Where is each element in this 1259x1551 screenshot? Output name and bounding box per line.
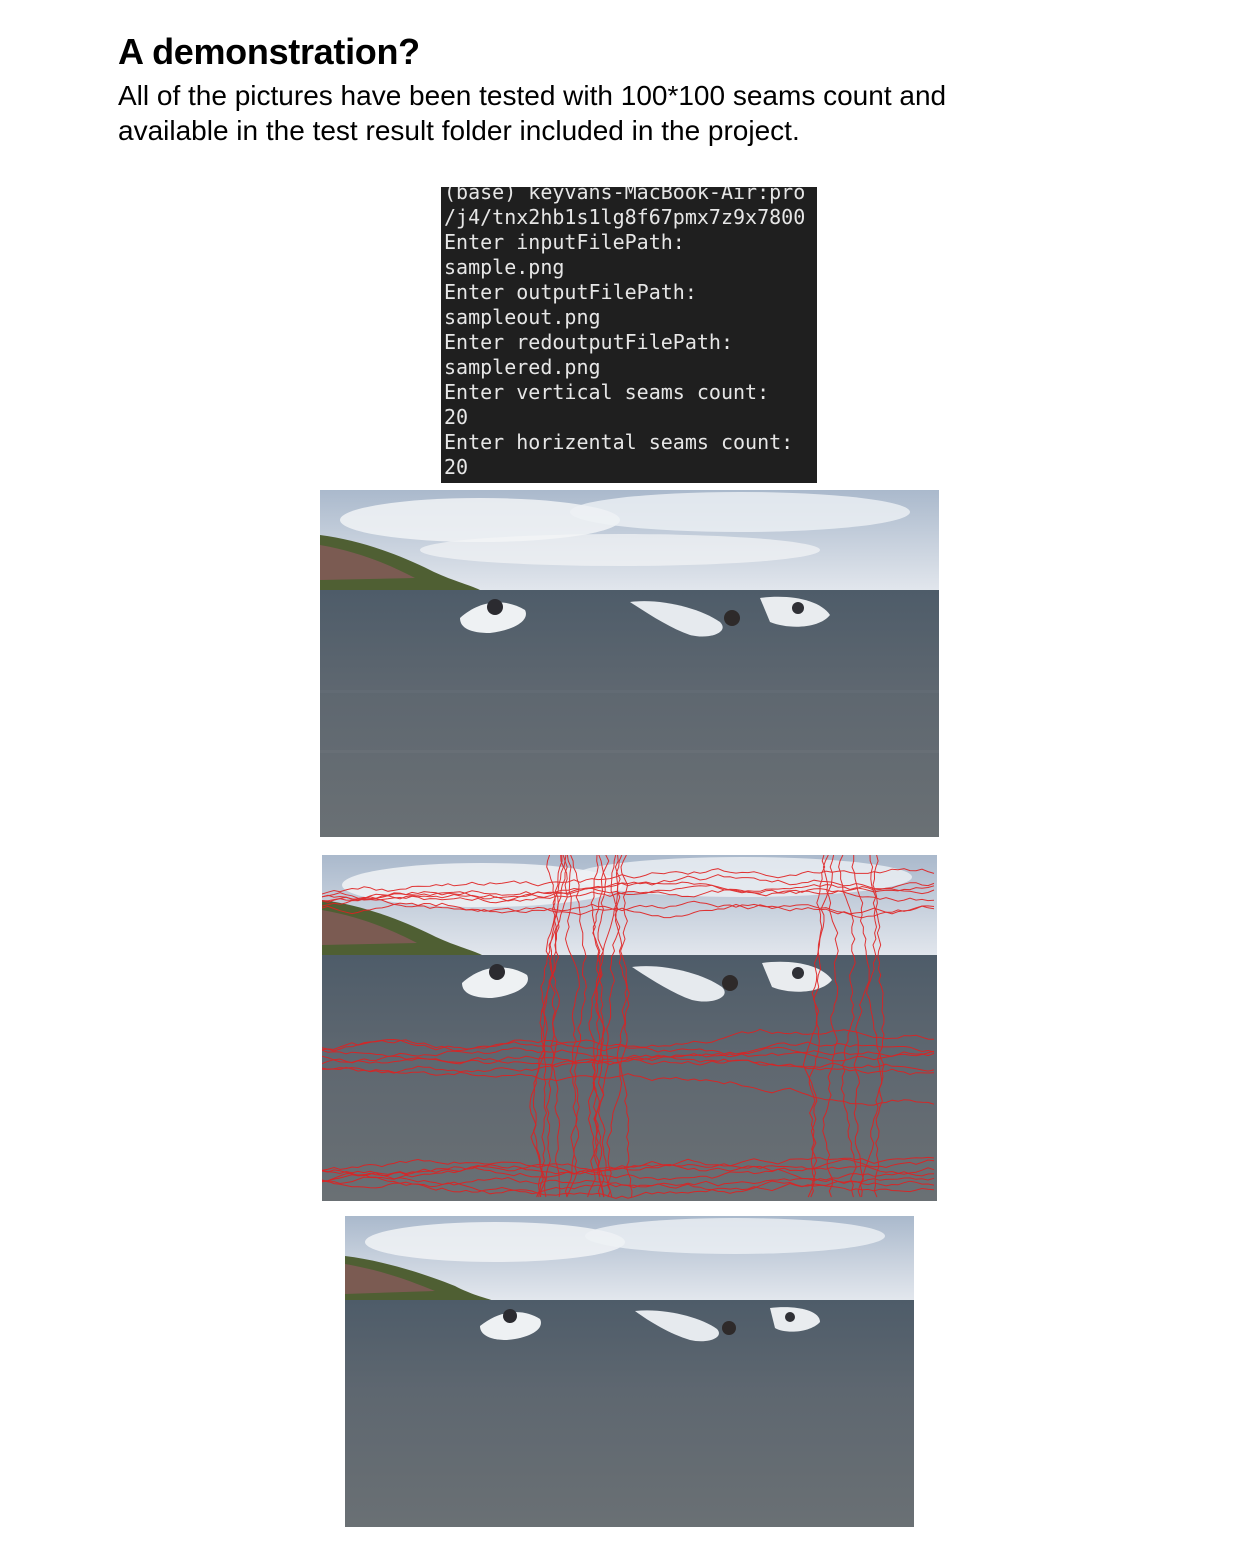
- vertical-seam: [802, 855, 835, 1198]
- horizontal-seam: [322, 1158, 935, 1183]
- terminal-line: samplered.png: [444, 355, 601, 379]
- horizontal-seam: [322, 900, 935, 919]
- horizontal-seam: [322, 1156, 935, 1171]
- vertical-seam: [857, 855, 885, 1198]
- vertical-seam: [865, 855, 885, 1198]
- vertical-seam: [564, 855, 580, 1198]
- seam-lines: [322, 855, 935, 1199]
- horizontal-seam: [322, 884, 935, 902]
- sample-output-image: [345, 1216, 914, 1527]
- page-heading: A demonstration?: [118, 31, 420, 72]
- terminal-line: /j4/tnx2hb1s1lg8f67pmx7z9x7800: [444, 205, 806, 229]
- terminal-line: 20: [444, 455, 469, 479]
- terminal-line: sample.png: [444, 255, 565, 279]
- vertical-seam: [587, 855, 621, 1198]
- terminal-line: sampleout.png: [444, 305, 601, 329]
- vertical-seam: [822, 855, 839, 1198]
- horizontal-seam: [322, 1028, 935, 1052]
- horizontal-seam: [322, 1038, 935, 1055]
- terminal-screenshot: (base) keyvans-MacBook-Air:pro /j4/tnx2h…: [441, 187, 817, 483]
- horizontal-seam: [322, 1169, 935, 1194]
- terminal-line: Enter outputFilePath:: [444, 280, 697, 304]
- horizontal-seam: [322, 874, 935, 899]
- terminal-line: Enter inputFilePath:: [444, 230, 685, 254]
- terminal-line: Enter horizental seams count:: [444, 430, 794, 454]
- horizontal-seam: [322, 1066, 935, 1106]
- intro-paragraph: All of the pictures have been tested wit…: [118, 78, 1098, 148]
- vertical-seam: [594, 855, 621, 1198]
- horizontal-seam: [322, 1158, 935, 1185]
- intro-line-2: available in the test result folder incl…: [118, 115, 800, 146]
- vertical-seam: [606, 855, 629, 1198]
- horizontal-seam: [322, 1046, 935, 1074]
- horizontal-seam: [322, 881, 935, 907]
- vertical-seam: [529, 855, 556, 1198]
- horizontal-seam: [322, 868, 935, 895]
- horizontal-seam: [322, 1047, 935, 1062]
- horizontal-seam: [322, 1164, 935, 1184]
- vertical-seam: [807, 855, 826, 1198]
- vertical-seam: [592, 855, 613, 1198]
- vertical-seam: [592, 855, 607, 1198]
- intro-line-1: All of the pictures have been tested wit…: [118, 80, 947, 111]
- horizontal-seam: [322, 1056, 935, 1072]
- terminal-line: Enter redoutputFilePath:: [444, 330, 733, 354]
- horizontal-seam: [322, 896, 935, 919]
- horizontal-seam: [322, 888, 935, 902]
- terminal-line: 20: [444, 405, 469, 429]
- terminal-line: Enter vertical seams count:: [444, 380, 770, 404]
- seams-red-image: [322, 855, 937, 1201]
- vertical-seam: [838, 855, 857, 1198]
- horizontal-seam: [322, 1172, 935, 1199]
- vertical-seam: [564, 855, 587, 1198]
- sample-input-image: [320, 490, 939, 837]
- terminal-line: (base) keyvans-MacBook-Air:pro: [444, 187, 806, 204]
